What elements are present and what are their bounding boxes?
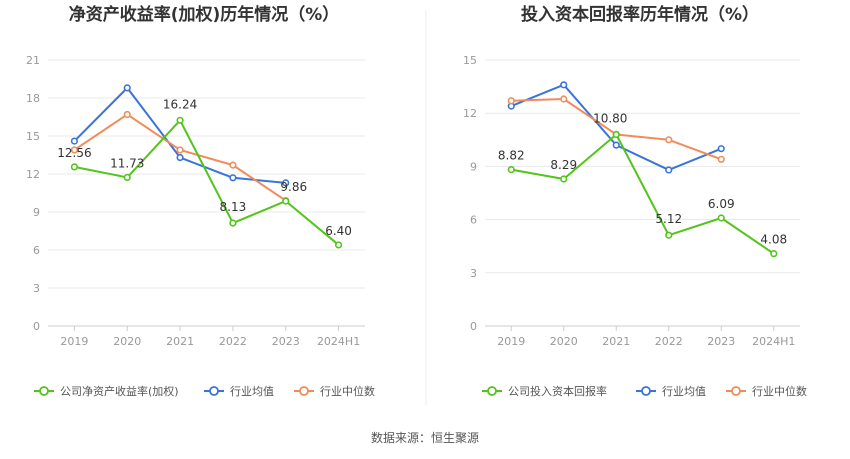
legend-item[interactable]: 公司净资产收益率(加权) (34, 384, 179, 398)
y-tick-label: 0 (33, 320, 40, 333)
data-label: 4.08 (760, 233, 787, 247)
data-label: 6.09 (708, 197, 735, 211)
y-tick-label: 3 (33, 282, 40, 295)
x-tick-label: 2019 (60, 335, 88, 348)
legend-marker (731, 386, 741, 396)
legend-marker (487, 386, 497, 396)
roic-chart: 投入资本回报率历年情况（%） 0 3 6 9 12 15 2019 2020 2021 2022 20… (463, 4, 807, 398)
data-point (612, 130, 620, 139)
data-point (560, 95, 568, 103)
y-tick-label: 0 (470, 320, 477, 333)
y-tick-label: 15 (26, 130, 40, 143)
x-tick-label: 2024H1 (317, 335, 360, 348)
data-label: 8.82 (498, 149, 525, 163)
data-point (176, 116, 184, 124)
x-tick-label: 2019 (497, 335, 525, 348)
chart-title: 净资产收益率(加权)历年情况（%） (69, 4, 340, 25)
legend-item[interactable]: 行业均值 (636, 385, 706, 398)
series-line (511, 133, 775, 255)
data-point (176, 153, 184, 162)
legend-item[interactable]: 行业均值 (204, 385, 274, 398)
y-tick-label: 9 (33, 206, 40, 219)
legend-item[interactable]: 行业中位数 (726, 384, 807, 398)
x-tick-label: 2022 (655, 335, 683, 348)
legend-label: 行业中位数 (320, 384, 375, 398)
legend-label: 行业均值 (662, 385, 706, 398)
data-point (665, 136, 673, 144)
y-tick-label: 21 (26, 54, 40, 67)
y-tick-label: 15 (463, 54, 477, 67)
data-point (70, 163, 79, 171)
data-point (70, 137, 79, 145)
data-point (507, 165, 515, 174)
data-point (560, 81, 568, 89)
series-line (74, 119, 340, 246)
data-point (560, 175, 568, 183)
data-point (717, 214, 725, 222)
data-point (612, 141, 620, 149)
legend-label: 行业均值 (230, 385, 274, 398)
data-point (123, 84, 131, 92)
data-point (229, 161, 237, 169)
legend-label: 公司投入资本回报率 (508, 384, 607, 398)
chart-title: 投入资本回报率历年情况（%） (521, 4, 759, 25)
x-tick-label: 2023 (272, 335, 300, 348)
data-point (70, 146, 79, 154)
x-tick-label: 2020 (550, 335, 578, 348)
source-label: 数据来源：恒生聚源 (371, 430, 479, 445)
x-tick-label: 2024H1 (752, 335, 795, 348)
data-label: 8.13 (220, 200, 247, 214)
data-point (229, 219, 237, 227)
data-label: 11.73 (110, 156, 144, 170)
data-point (176, 146, 184, 154)
data-point (717, 155, 725, 163)
data-label: 9.86 (280, 180, 307, 194)
data-label: 10.80 (593, 111, 627, 125)
legend-marker (299, 386, 309, 396)
y-tick-label: 18 (26, 92, 40, 105)
x-tick-label: 2022 (219, 335, 247, 348)
data-point (282, 197, 290, 205)
data-point (282, 179, 290, 187)
legend-item[interactable]: 公司投入资本回报率 (482, 384, 607, 398)
y-tick-label: 9 (470, 160, 477, 173)
data-point (229, 174, 237, 182)
data-point (665, 231, 673, 239)
data-point (665, 166, 673, 174)
data-point (770, 250, 778, 258)
legend-item[interactable]: 行业中位数 (294, 384, 375, 398)
series-line (510, 83, 722, 171)
data-label: 6.40 (325, 224, 352, 238)
y-tick-label: 12 (463, 107, 477, 120)
legend-label: 行业中位数 (752, 384, 807, 398)
x-tick-label: 2023 (707, 335, 735, 348)
roe-chart: 净资产收益率(加权)历年情况（%） 0 3 6 9 12 15 18 21 2019 2020 202… (26, 4, 375, 398)
data-point (334, 241, 343, 249)
data-label: 8.29 (550, 158, 577, 172)
series-line (511, 98, 722, 161)
data-point (717, 145, 725, 153)
legend-label: 公司净资产收益率(加权) (60, 384, 179, 398)
legend-marker (209, 386, 219, 396)
x-tick-label: 2021 (166, 335, 194, 348)
data-label: 16.24 (163, 97, 197, 111)
data-point (123, 110, 131, 119)
y-tick-label: 6 (33, 244, 40, 257)
data-point (507, 97, 515, 105)
y-tick-label: 12 (26, 168, 40, 181)
y-tick-label: 6 (470, 214, 477, 227)
legend-marker (641, 386, 651, 396)
x-tick-label: 2020 (113, 335, 141, 348)
legend-marker (39, 386, 49, 396)
data-point (123, 173, 131, 182)
data-label: 12.56 (57, 146, 91, 160)
y-tick-label: 3 (470, 267, 477, 280)
x-tick-label: 2021 (602, 335, 630, 348)
data-label: 5.12 (655, 212, 682, 226)
